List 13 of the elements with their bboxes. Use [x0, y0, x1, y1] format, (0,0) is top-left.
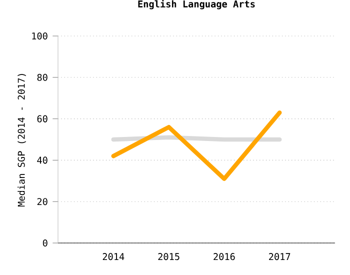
y-tick-label: 20	[37, 198, 48, 206]
x-tick-label: 2014	[102, 253, 124, 260]
y-tick-label: 100	[32, 32, 48, 40]
x-tick-label: 2015	[158, 253, 180, 260]
y-tick-label: 60	[37, 115, 48, 122]
y-tick-label: 0	[42, 239, 48, 247]
x-tick-label: 2016	[214, 253, 235, 260]
y-axis-title: Median SGP (2014 - 2017)	[18, 74, 26, 207]
y-tick-label: 80	[37, 74, 48, 81]
x-tick-label: 2017	[269, 253, 290, 260]
chart-title: English Language Arts	[138, 0, 255, 10]
line-series	[111, 110, 282, 181]
y-tick-label: 40	[37, 156, 48, 164]
